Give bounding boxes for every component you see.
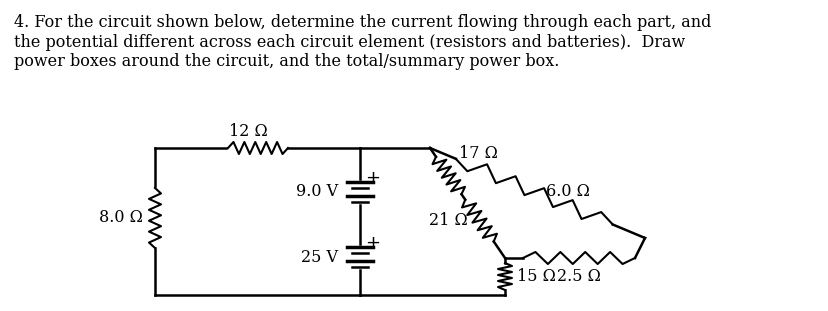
Text: 9.0 V: 9.0 V — [296, 183, 338, 201]
Text: 6.0 Ω: 6.0 Ω — [546, 183, 590, 200]
Text: 8.0 Ω: 8.0 Ω — [99, 210, 142, 226]
Text: 12 Ω: 12 Ω — [229, 123, 267, 140]
Text: 2.5 Ω: 2.5 Ω — [556, 268, 600, 285]
Text: 4. For the circuit shown below, determine the current flowing through each part,: 4. For the circuit shown below, determin… — [14, 14, 710, 70]
Text: +: + — [364, 169, 379, 187]
Text: 21 Ω: 21 Ω — [428, 212, 467, 229]
Text: 15 Ω: 15 Ω — [517, 268, 556, 285]
Text: 25 V: 25 V — [301, 248, 338, 266]
Text: +: + — [364, 234, 379, 252]
Text: 17 Ω: 17 Ω — [458, 145, 497, 161]
